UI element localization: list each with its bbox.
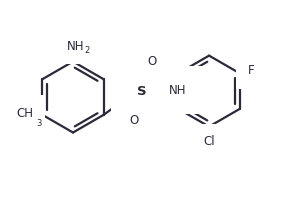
Text: F: F <box>248 64 254 77</box>
Text: Cl: Cl <box>203 136 215 149</box>
Text: S: S <box>137 85 147 98</box>
Text: 3: 3 <box>36 119 42 128</box>
Text: NH: NH <box>67 40 85 53</box>
Text: 2: 2 <box>85 46 90 55</box>
Text: O: O <box>129 114 139 127</box>
Text: CH: CH <box>16 107 33 120</box>
Text: NH: NH <box>169 84 186 97</box>
Text: O: O <box>147 55 156 68</box>
